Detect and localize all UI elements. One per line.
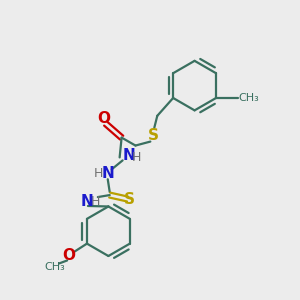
Text: S: S bbox=[124, 191, 135, 206]
Text: H: H bbox=[91, 194, 101, 208]
Text: N: N bbox=[101, 166, 114, 181]
Text: S: S bbox=[148, 128, 159, 143]
Text: H: H bbox=[94, 167, 104, 180]
Text: O: O bbox=[63, 248, 76, 263]
Text: N: N bbox=[81, 194, 93, 208]
Text: H: H bbox=[132, 151, 141, 164]
Text: O: O bbox=[97, 111, 110, 126]
Text: N: N bbox=[122, 148, 135, 163]
Text: CH₃: CH₃ bbox=[45, 262, 66, 272]
Text: CH₃: CH₃ bbox=[239, 93, 260, 103]
